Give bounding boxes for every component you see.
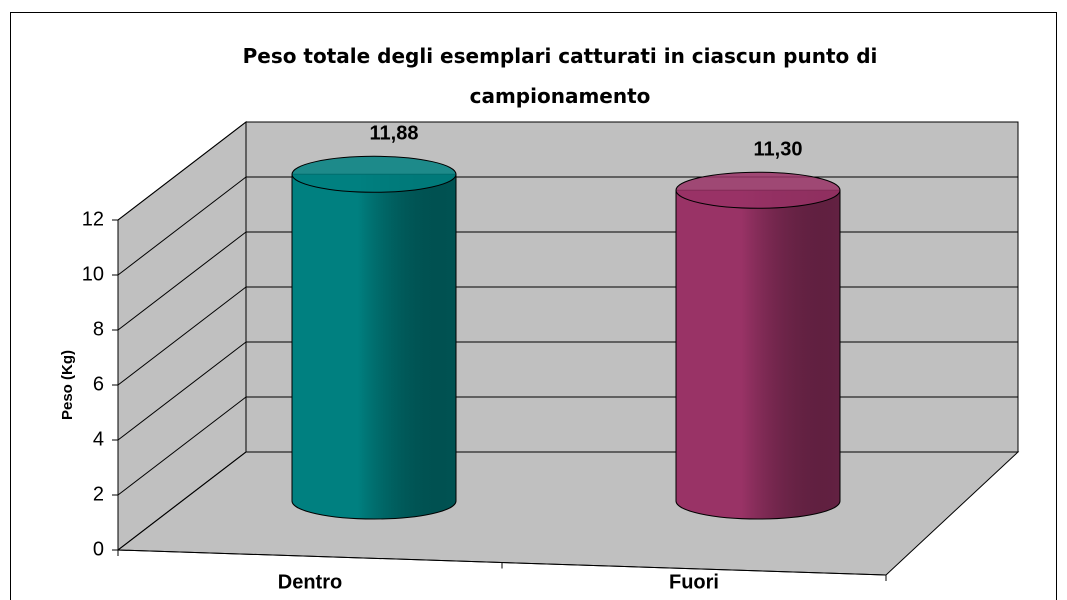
y-axis-label: Peso (Kg) <box>59 350 76 420</box>
grid-line <box>117 176 247 276</box>
grid-line <box>117 396 247 496</box>
y-tick-label: 6 <box>93 373 104 395</box>
chart-title: Peso totale degli esemplari catturati in… <box>242 44 878 108</box>
grid-line <box>117 341 247 441</box>
cylinder-top <box>675 171 841 209</box>
grid-line <box>117 121 247 221</box>
y-tick-label: 10 <box>82 263 104 285</box>
grid-line <box>117 231 247 331</box>
y-tick-label: 2 <box>93 483 104 505</box>
cylinder-top <box>291 155 457 193</box>
y-tick-label: 4 <box>93 428 104 450</box>
value-label: 11,30 <box>754 139 803 161</box>
grid-line <box>117 286 247 386</box>
y-tick-label: 12 <box>82 208 104 230</box>
x-tick-label: Dentro <box>278 571 342 593</box>
y-tick-label: 8 <box>93 318 104 340</box>
value-label: 11,88 <box>370 123 419 145</box>
x-axis <box>117 549 887 576</box>
cylinder-body <box>675 189 841 520</box>
cylinder-body <box>291 173 457 520</box>
y-tick-label: 0 <box>93 538 104 560</box>
x-tick-label: Fuori <box>669 571 719 593</box>
grid-line <box>117 451 247 551</box>
